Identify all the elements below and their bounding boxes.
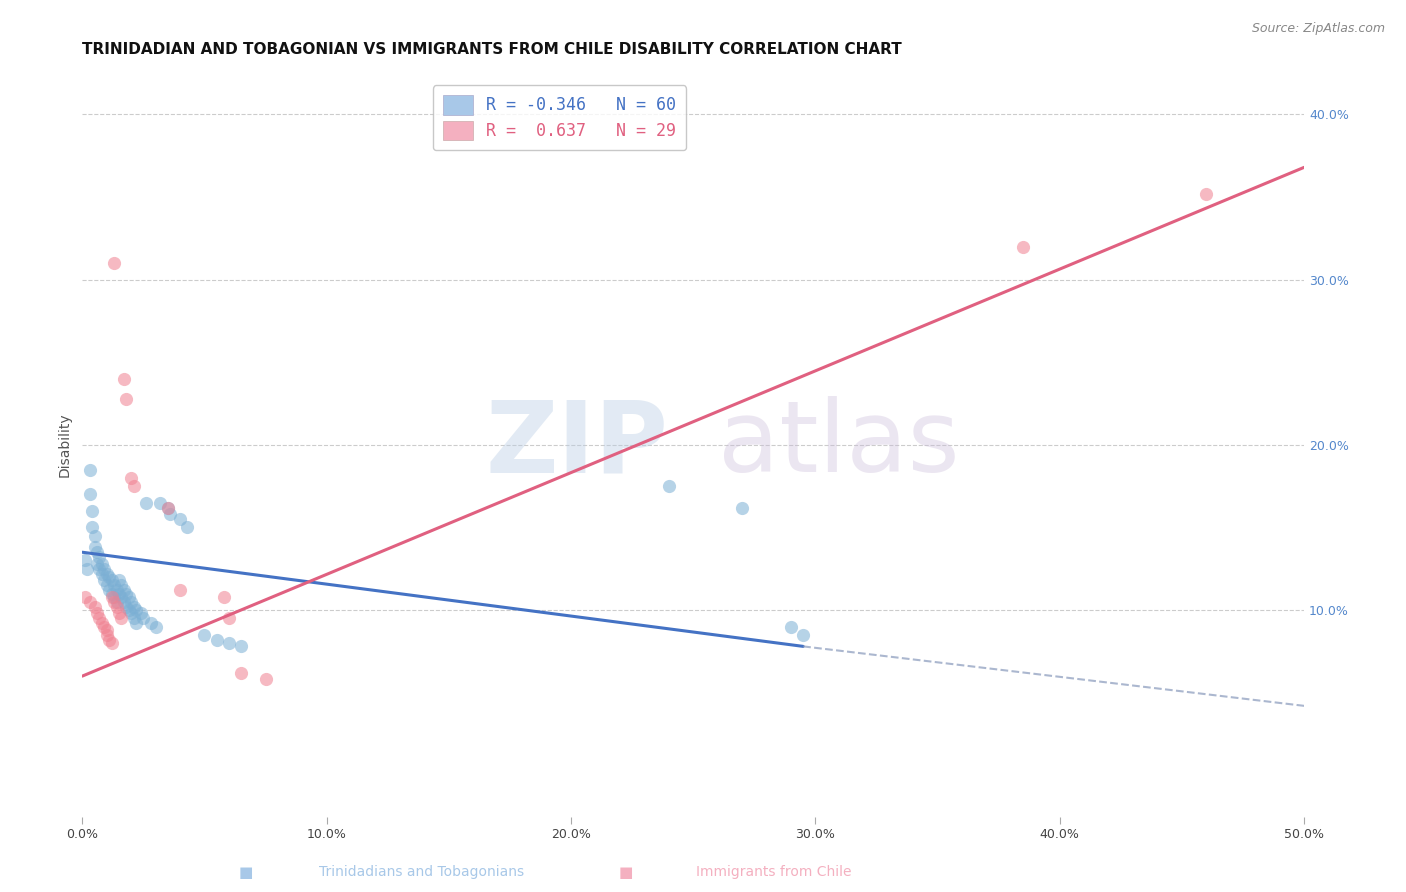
Point xyxy=(96,628,118,642)
Point xyxy=(229,665,252,680)
Point xyxy=(103,578,125,592)
Point xyxy=(139,616,162,631)
Point xyxy=(100,636,122,650)
Point xyxy=(89,550,111,565)
Text: Immigrants from Chile: Immigrants from Chile xyxy=(696,865,851,880)
Point xyxy=(125,616,148,631)
Point xyxy=(218,636,240,650)
Point xyxy=(112,372,135,386)
Point xyxy=(103,595,125,609)
Point xyxy=(169,583,191,598)
Point xyxy=(120,607,142,621)
Point xyxy=(118,590,141,604)
Point xyxy=(135,496,157,510)
Point xyxy=(169,512,191,526)
Point xyxy=(79,595,101,609)
Point xyxy=(212,590,235,604)
Point xyxy=(105,595,128,609)
Text: Trinidadians and Tobagonians: Trinidadians and Tobagonians xyxy=(319,865,524,880)
Point xyxy=(115,586,138,600)
Text: ZIP: ZIP xyxy=(486,396,669,493)
Point xyxy=(100,586,122,600)
Point xyxy=(118,603,141,617)
Point xyxy=(149,496,172,510)
Point xyxy=(122,479,145,493)
Point xyxy=(98,632,121,647)
Y-axis label: Disability: Disability xyxy=(58,412,72,477)
Point xyxy=(105,599,128,614)
Point xyxy=(205,632,228,647)
Point xyxy=(73,590,96,604)
Point xyxy=(156,500,179,515)
Point xyxy=(90,557,112,571)
Point xyxy=(254,673,277,687)
Point xyxy=(83,541,105,555)
Point xyxy=(98,583,121,598)
Point xyxy=(98,570,121,584)
Text: ■: ■ xyxy=(239,865,253,880)
Point xyxy=(79,462,101,476)
Point xyxy=(780,619,803,633)
Text: TRINIDADIAN AND TOBAGONIAN VS IMMIGRANTS FROM CHILE DISABILITY CORRELATION CHART: TRINIDADIAN AND TOBAGONIAN VS IMMIGRANTS… xyxy=(83,42,903,57)
Point xyxy=(115,599,138,614)
Point xyxy=(658,479,681,493)
Point xyxy=(100,590,122,604)
Point xyxy=(1195,186,1218,201)
Point xyxy=(110,578,132,592)
Point xyxy=(100,574,122,588)
Point xyxy=(79,487,101,501)
Text: ■: ■ xyxy=(619,865,633,880)
Text: atlas: atlas xyxy=(717,396,959,493)
Point xyxy=(76,562,98,576)
Point xyxy=(93,562,115,576)
Point xyxy=(792,628,814,642)
Point xyxy=(218,611,240,625)
Point xyxy=(112,583,135,598)
Point xyxy=(120,471,142,485)
Point xyxy=(103,256,125,270)
Point xyxy=(80,520,103,534)
Point xyxy=(103,590,125,604)
Point xyxy=(108,574,131,588)
Point xyxy=(120,595,142,609)
Point xyxy=(96,566,118,581)
Point xyxy=(125,603,148,617)
Point xyxy=(1012,240,1035,254)
Point xyxy=(176,520,198,534)
Point xyxy=(90,616,112,631)
Point xyxy=(129,607,152,621)
Point xyxy=(93,619,115,633)
Point xyxy=(108,607,131,621)
Text: Source: ZipAtlas.com: Source: ZipAtlas.com xyxy=(1251,22,1385,36)
Point xyxy=(105,583,128,598)
Point xyxy=(83,529,105,543)
Point xyxy=(86,557,108,571)
Point xyxy=(80,504,103,518)
Point xyxy=(156,500,179,515)
Point xyxy=(229,640,252,654)
Point xyxy=(115,392,138,406)
Point xyxy=(159,507,181,521)
Point xyxy=(122,599,145,614)
Point xyxy=(90,566,112,581)
Point xyxy=(86,545,108,559)
Point xyxy=(73,553,96,567)
Legend: R = -0.346   N = 60, R =  0.637   N = 29: R = -0.346 N = 60, R = 0.637 N = 29 xyxy=(433,86,686,151)
Point xyxy=(145,619,167,633)
Point xyxy=(122,611,145,625)
Point xyxy=(96,623,118,637)
Point xyxy=(132,611,155,625)
Point xyxy=(89,562,111,576)
Point xyxy=(110,590,132,604)
Point xyxy=(83,599,105,614)
Point xyxy=(86,607,108,621)
Point xyxy=(96,578,118,592)
Point xyxy=(731,500,754,515)
Point xyxy=(110,611,132,625)
Point xyxy=(193,628,215,642)
Point xyxy=(108,586,131,600)
Point xyxy=(112,595,135,609)
Point xyxy=(89,611,111,625)
Point xyxy=(93,574,115,588)
